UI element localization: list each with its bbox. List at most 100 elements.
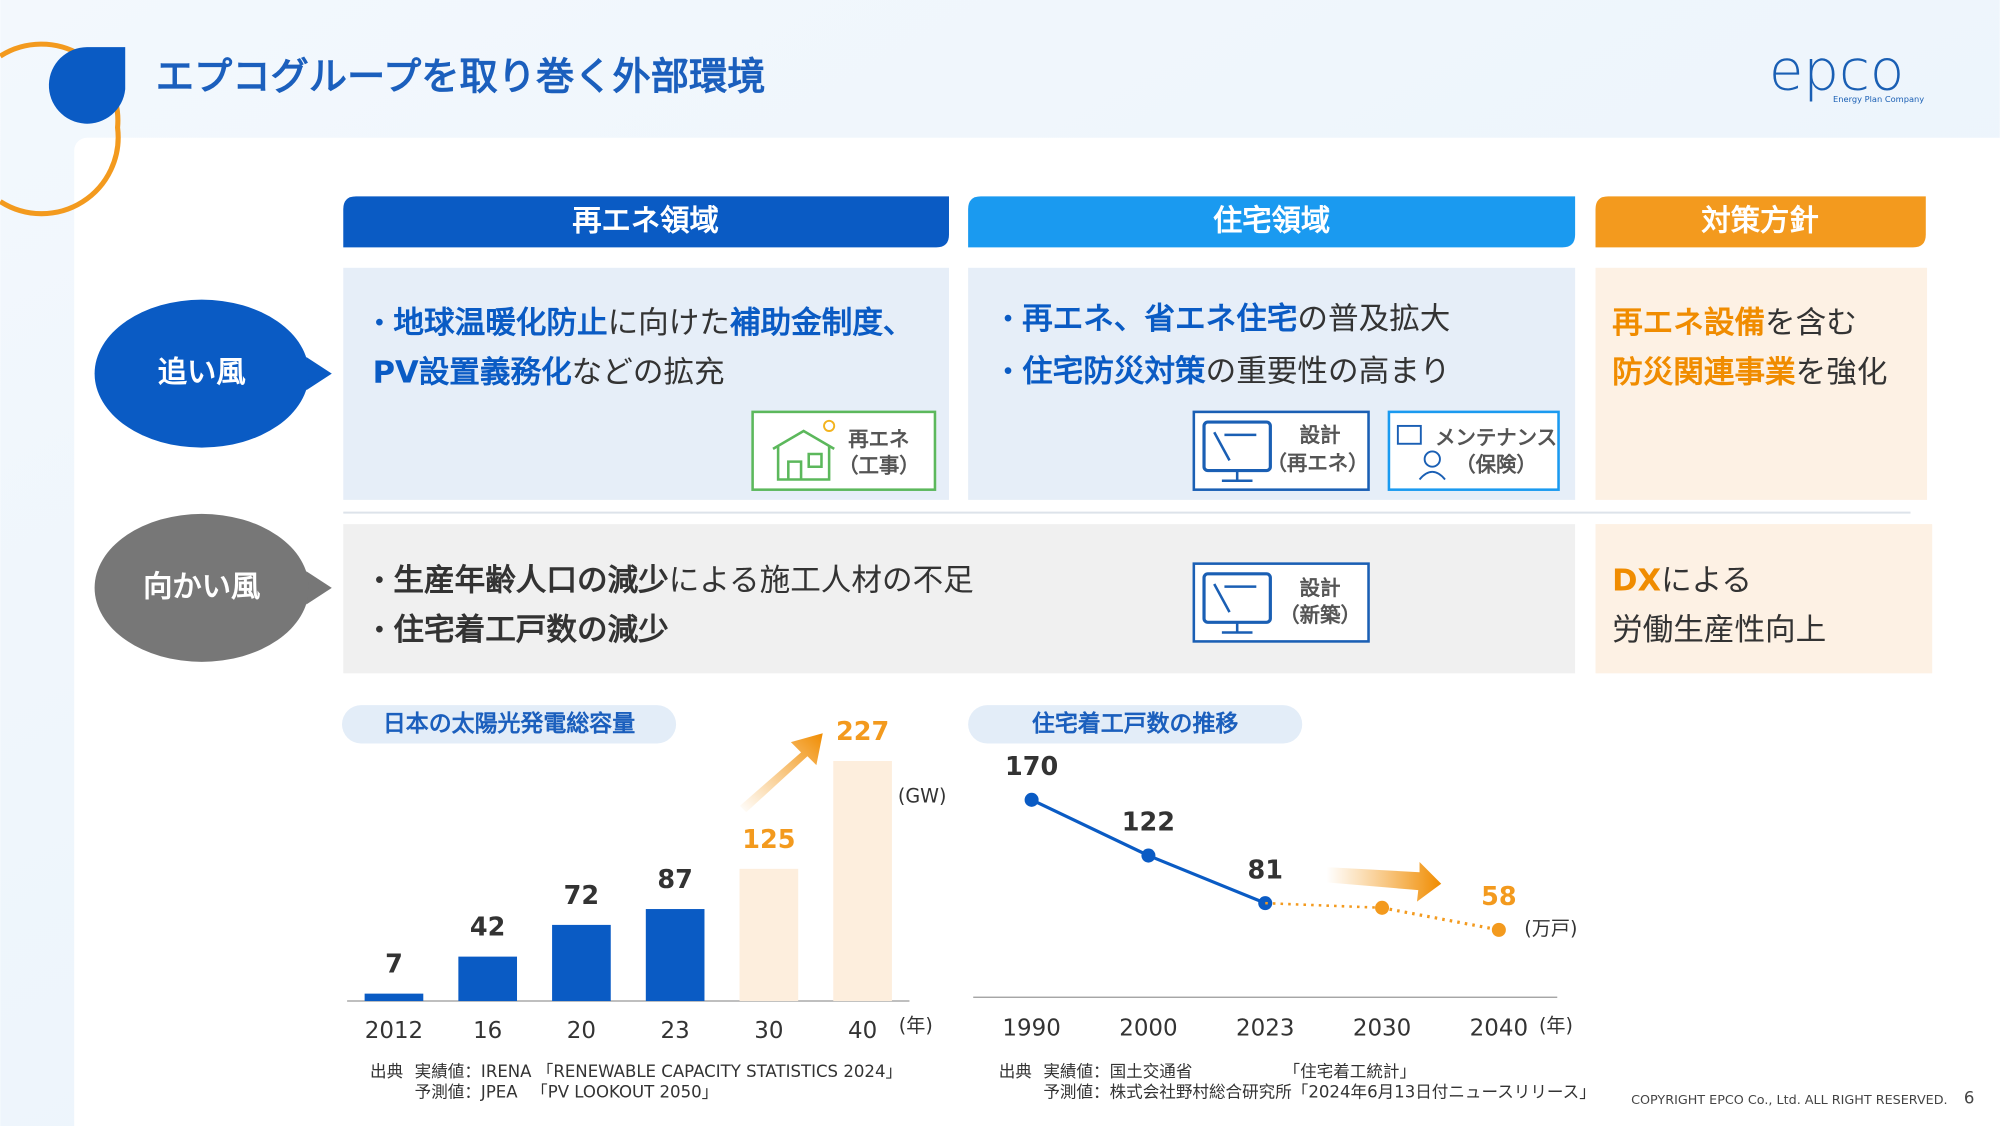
chart-title: 日本の太陽光発電総容量 bbox=[383, 710, 635, 737]
text-segment: 生産年齢人口の減少 bbox=[393, 563, 668, 598]
text-segment: などの拡充 bbox=[572, 355, 725, 390]
cell bbox=[1595, 524, 1933, 674]
pointer bbox=[306, 357, 332, 391]
cell-line: 労働生産性向上 bbox=[1612, 613, 1826, 648]
pointer bbox=[306, 571, 332, 605]
text-segment: を強化 bbox=[1796, 355, 1888, 390]
tab bbox=[343, 196, 949, 248]
cell-line: 防災関連事業を強化 bbox=[1612, 355, 1887, 390]
bullet: • bbox=[373, 618, 394, 644]
badge-label: 設計 bbox=[1300, 576, 1341, 600]
text-segment: による bbox=[1661, 563, 1752, 598]
x-tick-label: 2000 bbox=[1119, 1016, 1177, 1042]
column-header: 対策方針 bbox=[1701, 203, 1818, 237]
cell-line: • 再エネ、省エネ住宅の普及拡大 bbox=[1001, 301, 1450, 337]
badge: 設計 （再エネ） bbox=[1192, 410, 1370, 491]
bar bbox=[833, 761, 892, 1002]
x-unit: (年) bbox=[899, 1014, 933, 1037]
badge: 再エネ （工事） bbox=[751, 410, 937, 491]
point bbox=[1375, 900, 1390, 915]
text-segment: 地球温暖化防止 bbox=[393, 305, 607, 340]
badge-label: 再エネ bbox=[848, 427, 909, 451]
bar bbox=[552, 924, 611, 1002]
badge-label: （工事） bbox=[838, 454, 920, 478]
badge-label: （保険） bbox=[1455, 452, 1537, 476]
text-segment: 再エネ設備 bbox=[1612, 304, 1765, 340]
y-unit: (GW) bbox=[898, 784, 947, 807]
decor-ring bbox=[0, 41, 121, 217]
badge-label: （新築） bbox=[1279, 603, 1361, 627]
column-header: 住宅領域 bbox=[1213, 203, 1330, 237]
row-badge bbox=[94, 513, 309, 662]
source: 実績値：IRENA 「RENEWABLE CAPACITY STATISTICS… bbox=[415, 1062, 902, 1081]
value-label: 58 bbox=[1481, 882, 1517, 912]
cell-line: • 生産年齢人口の減少による施工人材の不足 bbox=[373, 563, 974, 598]
value-label: 227 bbox=[836, 717, 889, 747]
value-label: 7 bbox=[385, 950, 403, 980]
value-label: 170 bbox=[1005, 752, 1058, 782]
row-badge bbox=[94, 299, 309, 448]
x-tick-label: 2023 bbox=[1236, 1016, 1294, 1042]
source: 出典 bbox=[370, 1062, 403, 1081]
badge-label: 設計 bbox=[1300, 423, 1341, 447]
text-segment: 住宅防災対策 bbox=[1022, 353, 1206, 389]
x-tick-label: 2030 bbox=[1353, 1016, 1411, 1042]
source: 実績値：国土交通省 「住宅着工統計」 bbox=[1043, 1062, 1416, 1081]
badge: 設計 （新築） bbox=[1192, 562, 1370, 643]
tab bbox=[968, 196, 1576, 248]
x-tick-label: 16 bbox=[473, 1018, 502, 1044]
bar bbox=[364, 993, 424, 1002]
cell-line: • 住宅防災対策の重要性の高まり bbox=[1001, 353, 1450, 389]
bullet: • bbox=[1001, 307, 1022, 333]
point bbox=[1491, 922, 1506, 937]
text-segment: による施工人材の不足 bbox=[669, 563, 974, 598]
cell-line: • 住宅着工戸数の減少 bbox=[373, 612, 669, 648]
logo: epco Energy Plan Company bbox=[1769, 38, 1924, 104]
badge-label: （再エネ） bbox=[1267, 451, 1369, 475]
cell bbox=[1595, 267, 1928, 500]
copyright: COPYRIGHT EPCO Co., Ltd. ALL RIGHT RESER… bbox=[1631, 1093, 1948, 1108]
text-segment: 再エネ、省エネ住宅 bbox=[1022, 301, 1297, 337]
trend-arrow bbox=[739, 733, 823, 813]
source: 予測値：JPEA 「PV LOOKOUT 2050」 bbox=[415, 1082, 719, 1101]
chart-pill bbox=[968, 705, 1303, 744]
badge: メンテナンス （保険） bbox=[1387, 410, 1560, 491]
source: 出典 bbox=[999, 1062, 1032, 1081]
cell-line: DXによる bbox=[1612, 563, 1752, 598]
bar bbox=[739, 868, 799, 1002]
text-segment: に向けた bbox=[608, 305, 730, 340]
value-label: 122 bbox=[1122, 808, 1175, 838]
cell bbox=[343, 524, 1576, 674]
x-tick-label: 40 bbox=[848, 1018, 877, 1044]
text-segment: 補助金制度、 bbox=[729, 304, 914, 340]
source: 予測値：株式会社野村総合研究所「2024年6月13日付ニュースリリース」 bbox=[1043, 1082, 1595, 1101]
value-label: 87 bbox=[657, 865, 693, 895]
text-segment: 労働生産性向上 bbox=[1612, 613, 1826, 648]
trend-arrow bbox=[1326, 862, 1442, 902]
value-label: 125 bbox=[742, 825, 795, 855]
x-tick-label: 2012 bbox=[365, 1018, 423, 1044]
tab bbox=[1595, 196, 1926, 248]
row-label: 向かい風 bbox=[143, 569, 260, 603]
text-segment: DX bbox=[1612, 563, 1661, 598]
cell-line: 再エネ設備を含む bbox=[1612, 304, 1857, 340]
page-number: 6 bbox=[1964, 1089, 1975, 1108]
dynamic: • 地球温暖化防止に向けた補助金制度、PV設置義務化などの拡充• 再エネ、省エネ… bbox=[347, 301, 1887, 1101]
x-tick-label: 2040 bbox=[1470, 1016, 1528, 1042]
y-unit: (万戸) bbox=[1524, 917, 1577, 940]
bullet: • bbox=[373, 310, 394, 336]
chart-title: 住宅着工戸数の推移 bbox=[1032, 710, 1239, 737]
x-tick-label: 20 bbox=[567, 1018, 596, 1044]
bar bbox=[458, 956, 518, 1002]
point bbox=[1141, 848, 1156, 863]
value-label: 42 bbox=[470, 913, 506, 943]
text-segment: 住宅着工戸数の減少 bbox=[393, 612, 668, 648]
bullet: • bbox=[1001, 359, 1022, 385]
value-label: 72 bbox=[564, 881, 600, 911]
column-header: 再エネ領域 bbox=[572, 203, 719, 237]
text-segment: 防災関連事業 bbox=[1612, 355, 1796, 390]
badge-label: メンテナンス bbox=[1435, 426, 1557, 450]
x-tick-label: 30 bbox=[754, 1018, 783, 1044]
